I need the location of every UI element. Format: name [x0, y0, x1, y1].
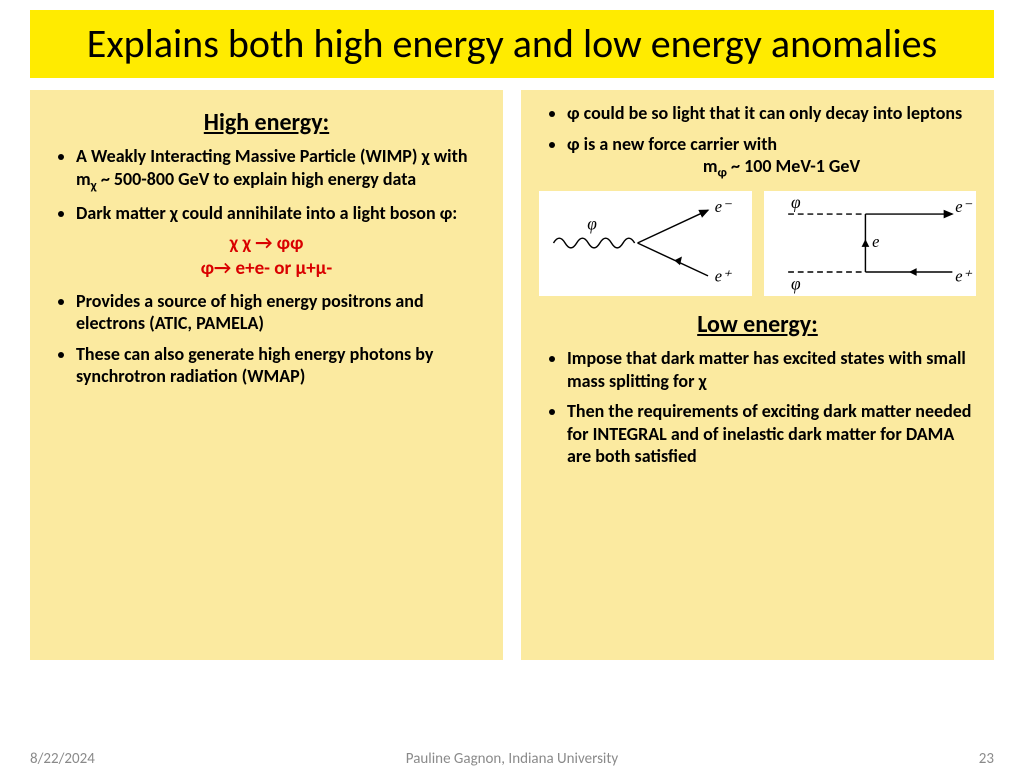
low-energy-list: Impose that dark matter has excited stat…: [539, 347, 976, 468]
slide-title-bar: Explains both high energy and low energy…: [30, 10, 994, 78]
high-energy-list: A Weakly Interacting Massive Particle (W…: [48, 145, 485, 224]
footer-date: 8/22/2024: [30, 750, 95, 768]
left-panel: High energy: A Weakly Interacting Massiv…: [30, 90, 503, 660]
low-energy-heading: Low energy:: [539, 310, 976, 339]
high-energy-list-2: Provides a source of high energy positro…: [48, 290, 485, 388]
phi-bot: φ: [791, 275, 801, 294]
feynman-diagrams: φ e⁻ e⁺: [539, 191, 976, 296]
e-plus-label: e⁺: [715, 267, 732, 286]
left-bullet-4: These can also generate high energy phot…: [76, 343, 485, 388]
e-plus-out: e⁺: [955, 267, 972, 286]
right-bullet-3: Impose that dark matter has excited stat…: [567, 347, 976, 392]
right-panel: φ could be so light that it can only dec…: [521, 90, 994, 660]
content-columns: High energy: A Weakly Interacting Massiv…: [30, 90, 994, 660]
e-internal: e: [872, 232, 879, 251]
diagram-decay: φ e⁻ e⁺: [539, 191, 752, 296]
right-bullet-4: Then the requirements of exciting dark m…: [567, 400, 976, 468]
right-bullet-2: φ is a new force carrier with mφ ~ 100 M…: [567, 133, 976, 182]
footer-author: Pauline Gagnon, Indiana University: [406, 750, 618, 768]
right-bullet-1: φ could be so light that it can only dec…: [567, 102, 976, 125]
footer-page: 23: [979, 750, 994, 768]
high-energy-heading: High energy:: [48, 108, 485, 137]
slide-title: Explains both high energy and low energy…: [50, 20, 974, 68]
phi-properties-list: φ could be so light that it can only dec…: [539, 102, 976, 181]
slide-footer: 8/22/2024 Pauline Gagnon, Indiana Univer…: [30, 750, 994, 768]
left-bullet-3: Provides a source of high energy positro…: [76, 290, 485, 335]
left-bullet-2: Dark matter χ could annihilate into a li…: [76, 202, 485, 225]
phi-label: φ: [587, 215, 597, 234]
mass-phi-line: mφ ~ 100 MeV-1 GeV: [587, 155, 976, 181]
annihilation-formula: χ χ → φφ φ→ e+e- or μ+μ-: [48, 232, 485, 281]
phi-top: φ: [791, 194, 801, 213]
diagram-tchannel: φ φ e e⁻ e⁺: [764, 191, 977, 296]
e-minus-out: e⁻: [955, 198, 972, 217]
e-minus-label: e⁻: [715, 198, 732, 217]
left-bullet-1: A Weakly Interacting Massive Particle (W…: [76, 145, 485, 194]
